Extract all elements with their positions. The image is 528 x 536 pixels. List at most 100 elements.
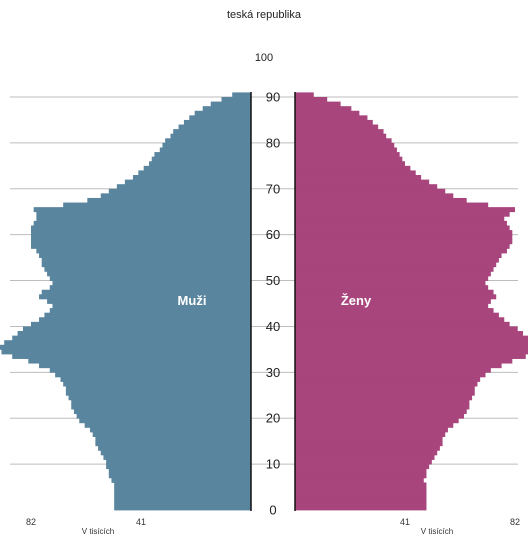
bar-men-age-60 bbox=[31, 230, 251, 236]
bar-men-age-17 bbox=[90, 427, 252, 433]
bar-women-age-33 bbox=[295, 353, 526, 359]
bar-men-age-88 bbox=[210, 101, 251, 107]
bar-men-age-21 bbox=[73, 409, 252, 415]
bar-women-age-59 bbox=[295, 234, 513, 240]
bar-men-age-82 bbox=[173, 129, 251, 135]
bar-men-age-13 bbox=[98, 445, 251, 451]
bar-men-age-8 bbox=[108, 468, 252, 474]
bar-women-age-65 bbox=[295, 207, 515, 213]
age-tick-label: 30 bbox=[266, 365, 280, 380]
bar-men-age-75 bbox=[149, 161, 251, 167]
bar-women-age-89 bbox=[295, 97, 328, 102]
bar-men-age-43 bbox=[49, 308, 251, 314]
bar-women-age-53 bbox=[295, 262, 497, 268]
bar-men-age-51 bbox=[47, 271, 251, 277]
bars-group bbox=[0, 92, 528, 511]
bar-men-age-15 bbox=[95, 436, 251, 442]
bar-women-age-35 bbox=[295, 344, 528, 350]
bar-women-age-21 bbox=[295, 409, 467, 415]
bar-men-age-80 bbox=[165, 138, 251, 144]
bar-women-age-26 bbox=[295, 386, 475, 392]
bar-women-age-74 bbox=[295, 165, 411, 171]
age-tick-label: 70 bbox=[266, 181, 280, 196]
bar-men-age-25 bbox=[65, 390, 251, 396]
chart-subtitle: 100 bbox=[255, 52, 273, 64]
age-tick-label: 40 bbox=[266, 319, 280, 334]
bar-men-age-66 bbox=[63, 202, 251, 208]
bar-men-age-19 bbox=[79, 418, 251, 424]
bar-men-age-62 bbox=[33, 220, 252, 226]
bar-women-age-60 bbox=[295, 230, 513, 236]
bar-women-age-47 bbox=[295, 289, 494, 295]
bar-men-age-31 bbox=[39, 363, 251, 369]
bar-women-age-49 bbox=[295, 280, 486, 286]
bar-women-age-61 bbox=[295, 225, 510, 231]
bar-men-age-54 bbox=[41, 257, 252, 263]
bar-men-age-22 bbox=[71, 404, 252, 410]
bar-men-age-55 bbox=[39, 253, 251, 259]
bar-men-age-79 bbox=[162, 142, 251, 148]
bar-women-age-78 bbox=[295, 147, 397, 153]
bar-men-age-46 bbox=[39, 294, 251, 300]
bar-men-age-6 bbox=[111, 477, 251, 483]
bar-men-age-47 bbox=[41, 289, 252, 295]
bar-men-age-32 bbox=[28, 358, 251, 364]
bar-men-age-9 bbox=[106, 464, 251, 470]
bar-women-age-76 bbox=[295, 156, 403, 162]
bar-men-age-1 bbox=[114, 500, 251, 506]
bar-men-age-87 bbox=[202, 106, 251, 112]
bar-men-age-52 bbox=[44, 266, 251, 272]
bar-women-age-54 bbox=[295, 257, 499, 263]
bar-men-age-58 bbox=[31, 239, 251, 245]
bar-women-age-79 bbox=[295, 142, 395, 148]
bar-women-age-50 bbox=[295, 275, 489, 281]
bar-men-age-0 bbox=[114, 505, 251, 511]
bar-women-age-86 bbox=[295, 110, 360, 116]
bar-men-age-89 bbox=[221, 97, 251, 102]
bar-women-age-18 bbox=[295, 422, 454, 428]
x-unit-label-left: V tisících bbox=[82, 527, 114, 536]
bar-women-age-13 bbox=[295, 445, 440, 451]
age-tick-label: 0 bbox=[269, 503, 276, 518]
bar-men-age-59 bbox=[31, 234, 251, 240]
bar-women-age-4 bbox=[295, 487, 427, 493]
bar-women-age-22 bbox=[295, 404, 470, 410]
bar-men-age-39 bbox=[22, 326, 252, 332]
bar-women-age-51 bbox=[295, 271, 491, 277]
age-tick-label: 60 bbox=[266, 227, 280, 242]
age-tick-label: 20 bbox=[266, 411, 280, 426]
bar-men-age-57 bbox=[31, 243, 251, 249]
bar-men-age-61 bbox=[31, 225, 251, 231]
bar-women-age-70 bbox=[295, 184, 438, 190]
bar-women-age-45 bbox=[295, 298, 491, 304]
bar-women-age-64 bbox=[295, 211, 510, 217]
bar-women-age-6 bbox=[295, 477, 424, 483]
bar-women-age-69 bbox=[295, 188, 446, 194]
bar-women-age-75 bbox=[295, 161, 405, 167]
bar-men-age-86 bbox=[194, 110, 251, 116]
bar-women-age-56 bbox=[295, 248, 507, 254]
bar-men-age-83 bbox=[178, 124, 251, 130]
bar-men-age-10 bbox=[106, 459, 251, 465]
bar-men-age-27 bbox=[63, 381, 251, 387]
bar-women-age-73 bbox=[295, 170, 416, 176]
bar-men-age-18 bbox=[84, 422, 251, 428]
bar-men-age-12 bbox=[100, 450, 251, 456]
bar-men-age-33 bbox=[12, 353, 251, 359]
bar-men-age-49 bbox=[52, 280, 252, 286]
bar-women-age-28 bbox=[295, 376, 481, 382]
bar-women-age-42 bbox=[295, 312, 499, 318]
bar-men-age-40 bbox=[31, 321, 251, 327]
bar-women-age-63 bbox=[295, 216, 505, 222]
bar-men-age-36 bbox=[4, 340, 252, 346]
bar-women-age-88 bbox=[295, 101, 341, 107]
bar-men-age-64 bbox=[36, 211, 252, 217]
bar-women-age-9 bbox=[295, 464, 430, 470]
bar-men-age-50 bbox=[49, 275, 251, 281]
bar-men-age-53 bbox=[41, 262, 252, 268]
bar-men-age-4 bbox=[114, 487, 251, 493]
x-unit-label-right: V tisících bbox=[421, 527, 453, 536]
bar-men-age-20 bbox=[76, 413, 251, 419]
bar-men-age-70 bbox=[116, 184, 251, 190]
bar-women-age-52 bbox=[295, 266, 494, 272]
